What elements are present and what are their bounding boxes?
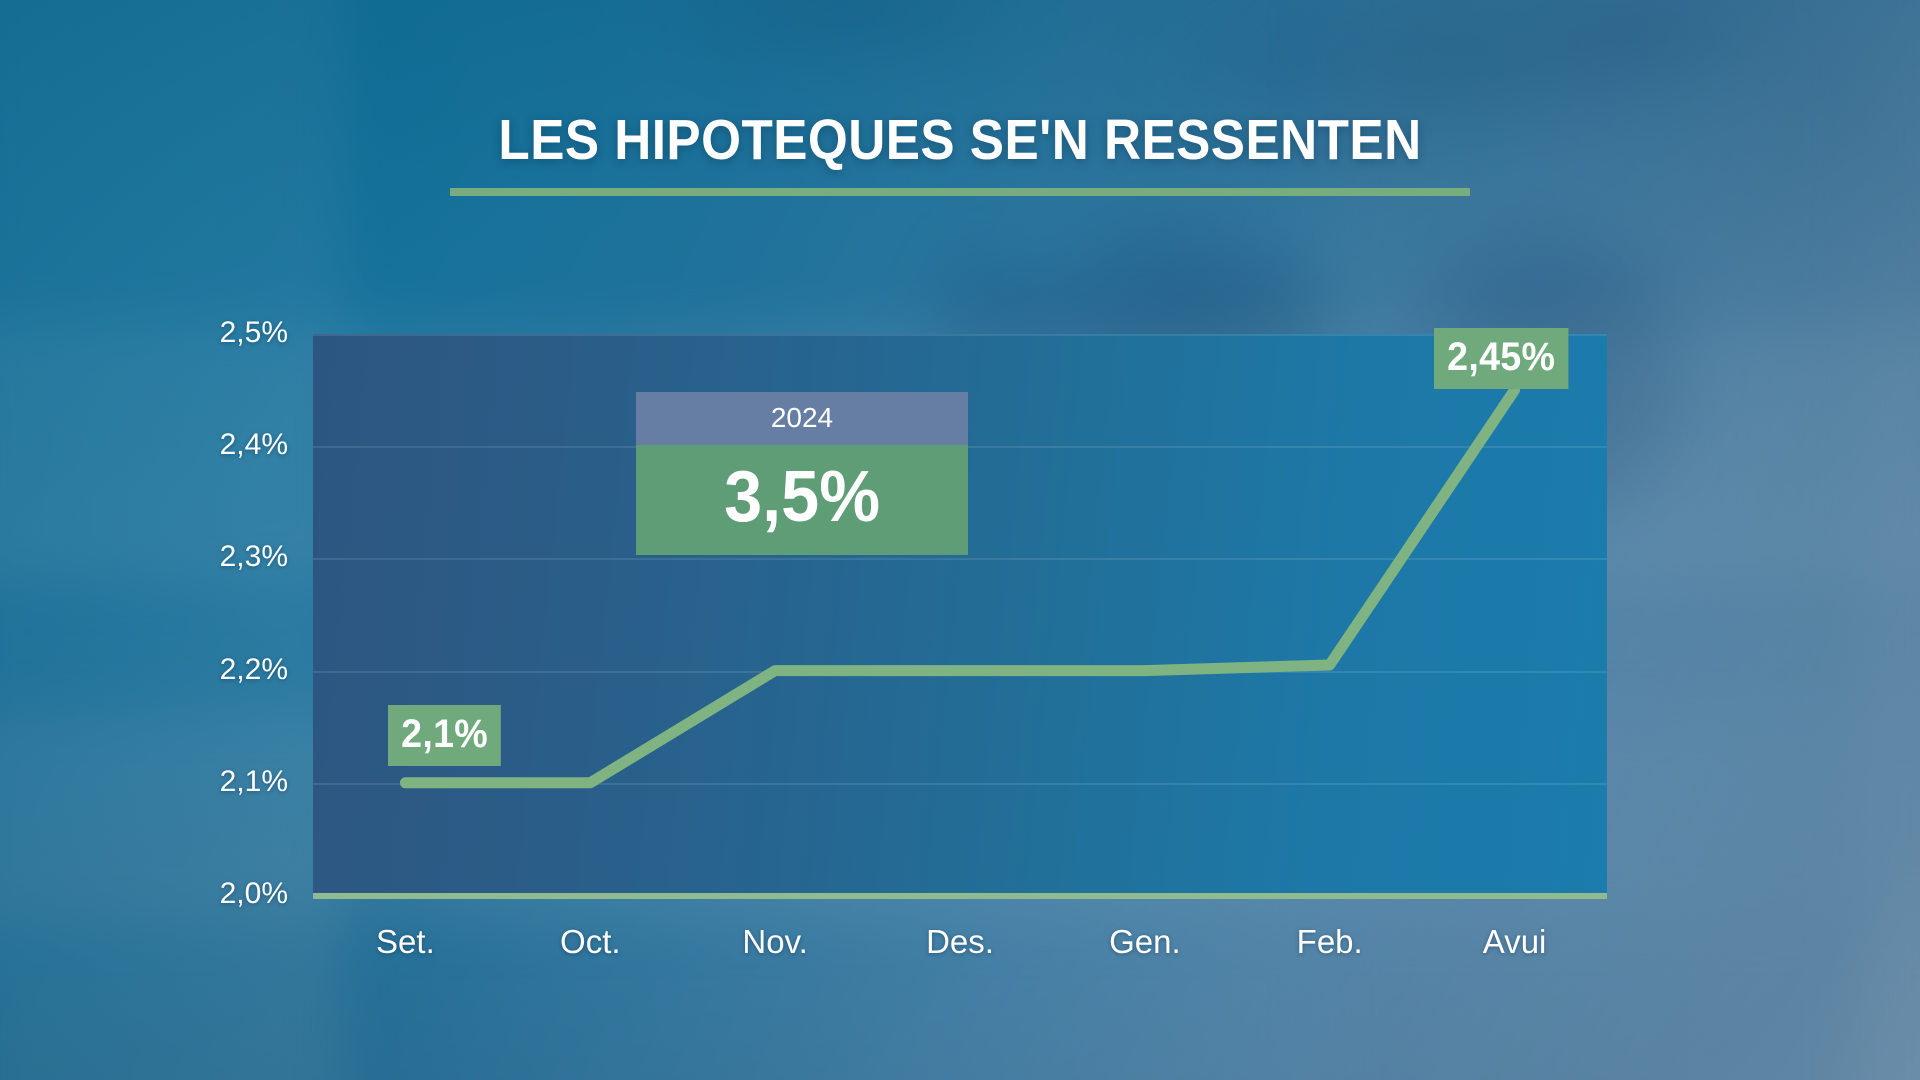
- callout-year-label: 2024: [636, 392, 968, 445]
- x-axis-baseline: [313, 893, 1607, 899]
- page-title: LES HIPOTEQUES SE'N RESSENTEN: [498, 108, 1422, 172]
- x-axis-tick-label: Des.: [926, 923, 994, 960]
- y-axis-tick-label: 2,0%: [219, 877, 288, 910]
- y-axis-tick-label: 2,5%: [219, 316, 288, 349]
- title-underline-rule: [450, 188, 1470, 196]
- x-axis-tick-label: Set.: [376, 923, 435, 960]
- value-badge-start: 2,1%: [388, 705, 502, 766]
- header: LES HIPOTEQUES SE'N RESSENTEN: [0, 0, 1920, 169]
- x-axis-tick-label: Nov.: [742, 923, 808, 960]
- y-axis-tick-label: 2,1%: [219, 764, 288, 798]
- x-axis-tick-label: Oct.: [560, 923, 621, 960]
- x-axis-tick-label: Feb.: [1296, 923, 1363, 960]
- callout-value-text: 3,5%: [724, 457, 880, 537]
- callout-box-2024: 2024 3,5%: [636, 392, 968, 555]
- gridline-2-5: [313, 334, 1607, 336]
- x-axis-tick-label: Gen.: [1109, 923, 1181, 960]
- series-line-mortgage-rate: [399, 384, 1521, 789]
- y-axis-tick-label: 2,2%: [219, 652, 288, 686]
- gridline-2-3: [313, 558, 1607, 561]
- value-badge-end: 2,45%: [1434, 328, 1569, 389]
- y-axis-tick-label: 2,4%: [219, 428, 288, 462]
- y-axis-tick-label: 2,3%: [219, 540, 288, 574]
- x-axis-tick-label: Avui: [1482, 923, 1547, 960]
- callout-value: 3,5%: [636, 445, 968, 555]
- gridline-2-1: [313, 782, 1607, 785]
